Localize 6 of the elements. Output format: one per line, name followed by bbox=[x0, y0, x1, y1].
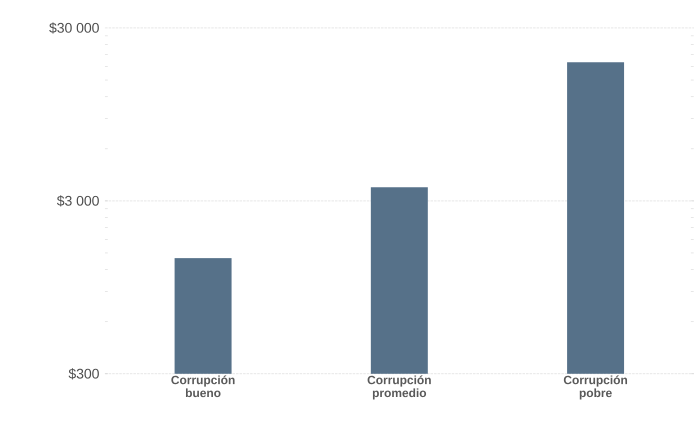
x-tick-label: Corrupción pobre bbox=[564, 375, 628, 400]
y-tick-label: $300 bbox=[68, 368, 99, 380]
y-tick-label: $3 000 bbox=[56, 195, 99, 207]
x-tick-label: Corrupción promedio bbox=[368, 375, 431, 400]
y-tick-label: $30 000 bbox=[49, 22, 99, 34]
x-tick-label: Corrupción bueno bbox=[171, 375, 235, 398]
